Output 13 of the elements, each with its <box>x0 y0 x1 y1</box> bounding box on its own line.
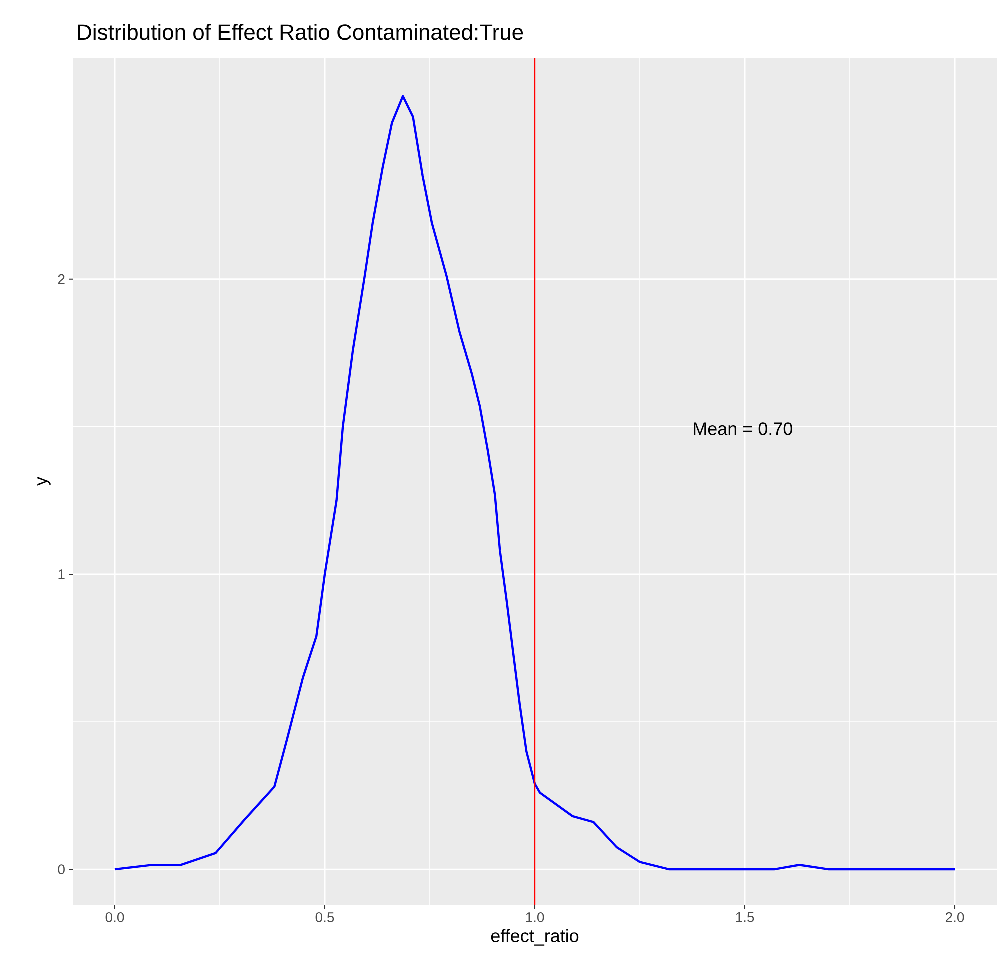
line-series <box>114 95 956 871</box>
chart-title: Distribution of Effect Ratio Contaminated:True <box>78 24 524 40</box>
x-tick-label: 1.0 <box>526 912 544 922</box>
x-tick-label: 0.5 <box>316 912 334 922</box>
annotation: Mean = 0.70 <box>694 422 792 436</box>
x-tick-label: 1.5 <box>736 912 754 922</box>
x-tick-label: 0.0 <box>106 912 124 922</box>
y-tick-label: 1 <box>58 570 65 580</box>
x-tick-label: 2.0 <box>946 912 964 922</box>
y-tick-label: 2 <box>58 274 65 284</box>
y-tick-label: 0 <box>58 864 65 875</box>
y-axis-title: y <box>38 477 51 486</box>
x-axis-title: effect_ratio <box>491 929 579 946</box>
